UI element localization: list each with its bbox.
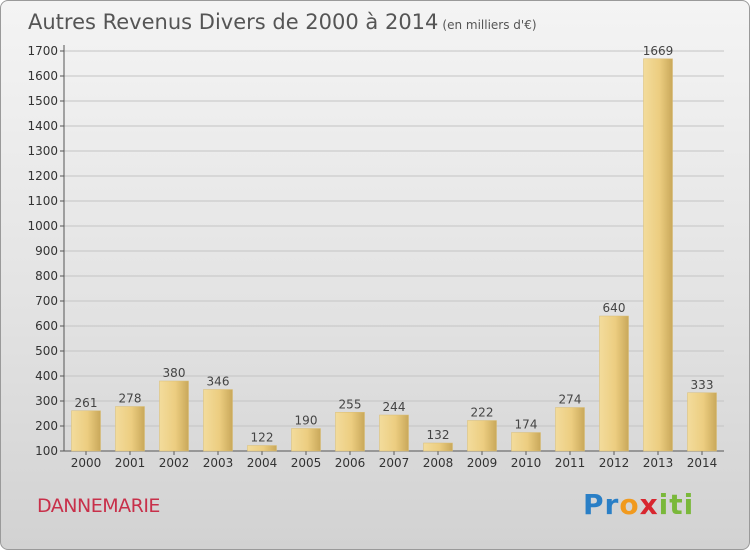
proxiti-logo: Proxiti [583, 488, 694, 521]
y-tick-label: 900 [35, 244, 58, 258]
logo-letter: i [683, 488, 695, 521]
data-label-2005: 190 [295, 414, 318, 428]
y-tick-label: 700 [35, 294, 58, 308]
y-tick-label: 400 [35, 369, 58, 383]
x-tick-label: 2002 [159, 456, 190, 470]
x-tick-label: 2010 [511, 456, 542, 470]
x-tick-label: 2012 [599, 456, 630, 470]
y-tick-label: 1100 [27, 194, 58, 208]
x-tick-label: 2011 [555, 456, 586, 470]
data-label-2002: 380 [163, 366, 186, 380]
x-tick-label: 2007 [379, 456, 410, 470]
data-label-2011: 274 [559, 393, 582, 407]
chart-subtitle: (en milliers d'€) [442, 18, 537, 32]
bar-2009 [467, 420, 497, 452]
data-label-2008: 132 [427, 428, 450, 442]
logo-letter: P [583, 488, 605, 521]
data-label-2004: 122 [251, 431, 274, 445]
bar-2012 [599, 315, 629, 452]
data-label-2014: 333 [691, 378, 714, 392]
x-tick-label: 2008 [423, 456, 454, 470]
bar-2001 [115, 406, 145, 452]
bar-2000 [71, 410, 101, 452]
y-tick-label: 1500 [27, 94, 58, 108]
chart-title-text: Autres Revenus Divers de 2000 à 2014 [28, 10, 439, 34]
place-name: DANNEMARIE [37, 495, 160, 517]
x-tick-label: 2014 [687, 456, 718, 470]
bar-2005 [291, 428, 321, 452]
bar-2013 [643, 58, 673, 452]
bar-2003 [203, 389, 233, 452]
logo-letter: i [658, 488, 670, 521]
y-tick-label: 600 [35, 319, 58, 333]
bar-2006 [335, 412, 365, 452]
x-tick-label: 2013 [643, 456, 674, 470]
x-tick-label: 2000 [71, 456, 102, 470]
bar-2011 [555, 407, 585, 452]
bar-2008 [423, 442, 453, 452]
bar-2002 [159, 380, 189, 452]
data-label-2009: 222 [471, 406, 494, 420]
logo-letter: x [639, 488, 659, 521]
bar-2014 [687, 392, 717, 452]
chart-title: Autres Revenus Divers de 2000 à 2014 (en … [28, 10, 537, 34]
x-tick-label: 2004 [247, 456, 278, 470]
y-tick-label: 300 [35, 394, 58, 408]
data-label-2000: 261 [75, 396, 98, 410]
data-label-2007: 244 [383, 400, 406, 414]
y-tick-label: 1300 [27, 144, 58, 158]
labels: 2000 261 2001 278 2002 380 2003 346 2004 122 2005 1… [71, 44, 718, 470]
bar-2004 [247, 445, 277, 452]
y-tick-label: 1600 [27, 69, 58, 83]
y-tick-label: 1000 [27, 219, 58, 233]
bar-2010 [511, 432, 541, 452]
data-label-2003: 346 [207, 375, 230, 389]
logo-letter: o [619, 488, 640, 521]
y-tick-label: 800 [35, 269, 58, 283]
logo-letter: t [669, 488, 684, 521]
x-tick-label: 2009 [467, 456, 498, 470]
data-label-2013: 1669 [643, 44, 674, 58]
y-tick-label: 100 [35, 444, 58, 458]
x-tick-label: 2003 [203, 456, 234, 470]
data-label-2001: 278 [119, 392, 142, 406]
bars [71, 58, 717, 452]
bar-2007 [379, 414, 409, 452]
x-tick-label: 2001 [115, 456, 146, 470]
y-tick-label: 200 [35, 419, 58, 433]
y-tick-label: 500 [35, 344, 58, 358]
y-tick-label: 1400 [27, 119, 58, 133]
y-tick-label: 1200 [27, 169, 58, 183]
data-label-2010: 174 [515, 418, 538, 432]
data-label-2006: 255 [339, 397, 362, 411]
logo-letter: r [604, 488, 620, 521]
y-tick-label: 1700 [27, 44, 58, 58]
x-tick-label: 2005 [291, 456, 322, 470]
data-label-2012: 640 [603, 301, 626, 315]
x-tick-label: 2006 [335, 456, 366, 470]
